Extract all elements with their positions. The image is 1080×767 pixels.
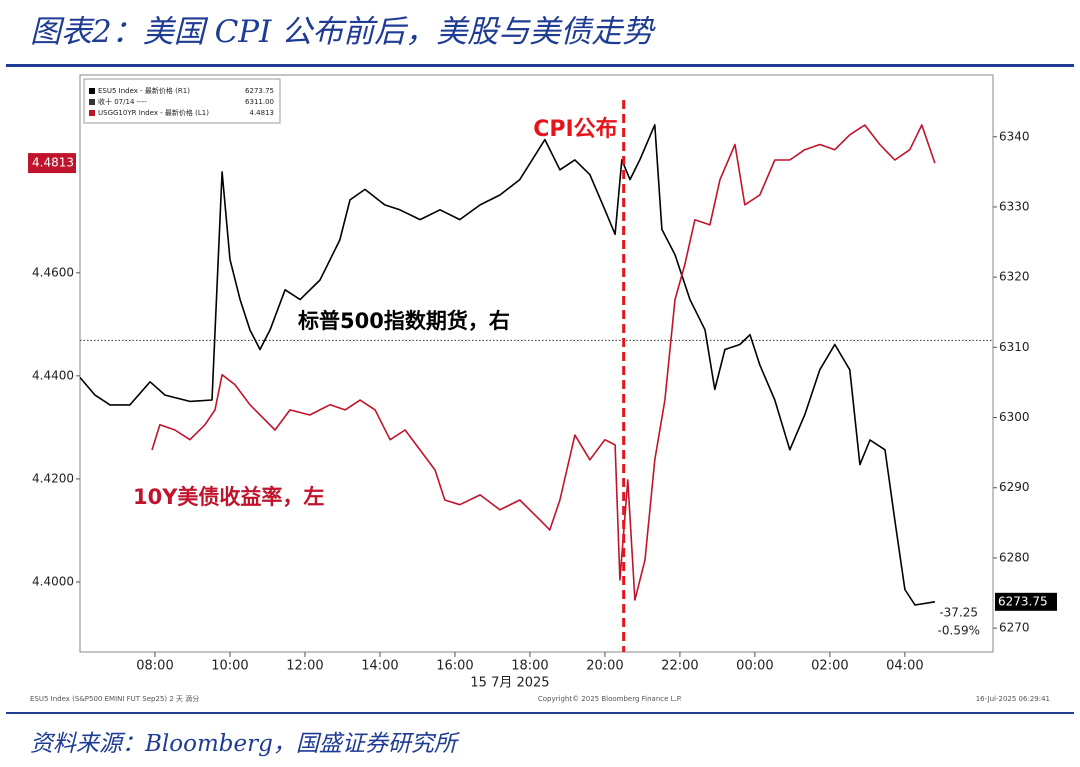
y2-tick-label: 6270 xyxy=(999,621,1030,635)
y2-tick-label: 6340 xyxy=(999,129,1030,143)
legend-box xyxy=(83,78,281,124)
annotation: 10Y美债收益率，左 xyxy=(133,485,324,509)
y2-tick-label: 6330 xyxy=(999,199,1030,213)
x-tick-label: 18:00 xyxy=(511,659,548,674)
legend-swatch xyxy=(89,110,95,116)
legend-label: USGG10YR Index - 最新价格 (L1) xyxy=(98,108,209,117)
legend-swatch xyxy=(89,99,95,105)
y-tick-label: 4.4400 xyxy=(32,368,74,382)
y2-tick-label: 6320 xyxy=(999,270,1030,284)
x-tick-label: 12:00 xyxy=(286,659,323,674)
footnote: ESU5 Index (S&P500 EMINI FUT Sep25) 2 天 … xyxy=(30,694,199,703)
series-line xyxy=(151,124,936,601)
x-tick-label: 10:00 xyxy=(211,659,248,674)
copyright: Copyright© 2025 Bloomberg Finance L.P. xyxy=(538,695,682,703)
last-value-tag xyxy=(28,153,76,174)
last-value-label: 4.4813 xyxy=(32,156,74,170)
legend-swatch xyxy=(89,88,95,94)
bottom-rule xyxy=(6,712,1074,714)
last-value-tag xyxy=(995,592,1057,611)
x-tick-label: 22:00 xyxy=(661,659,698,674)
x-tick-label: 08:00 xyxy=(136,659,173,674)
series-line xyxy=(79,124,936,606)
y-tick-label: 4.4600 xyxy=(32,265,74,279)
y2-tick-label: 6290 xyxy=(999,480,1030,494)
x-date-label: 15 7月 2025 xyxy=(470,676,549,691)
x-tick-label: 14:00 xyxy=(361,659,398,674)
legend-label: ESU5 Index - 最新价格 (R1) xyxy=(98,86,190,95)
legend-label: 收十 07/14 ---- xyxy=(98,97,147,106)
footnote: 16-Jul-2025 06:29:41 xyxy=(976,695,1050,703)
source: 资料来源：Bloomberg，国盛证券研究所 xyxy=(30,731,457,757)
y2-tick-label: 6280 xyxy=(999,550,1030,564)
event-label: CPI公布 xyxy=(533,116,617,142)
y-tick-label: 4.4000 xyxy=(32,574,74,588)
last-value-label: 6273.75 xyxy=(998,594,1048,608)
x-tick-label: 20:00 xyxy=(586,659,623,674)
legend-value: 4.4813 xyxy=(250,109,275,117)
change-label: -37.25 xyxy=(939,605,978,619)
legend-value: 6311.00 xyxy=(245,98,274,106)
y-tick-label: 4.4200 xyxy=(32,471,74,485)
legend-value: 6273.75 xyxy=(245,87,274,95)
x-tick-label: 16:00 xyxy=(436,659,473,674)
plot-area xyxy=(79,74,994,653)
x-tick-label: 00:00 xyxy=(736,659,773,674)
change-label: -0.59% xyxy=(938,623,980,637)
top-rule xyxy=(6,64,1074,67)
x-tick-label: 02:00 xyxy=(811,659,848,674)
x-tick-label: 04:00 xyxy=(886,659,923,674)
y2-tick-label: 6310 xyxy=(999,340,1030,354)
page-title: 图表2：美国 CPI 公布前后，美股与美债走势 xyxy=(30,14,654,50)
y2-tick-label: 6300 xyxy=(999,410,1030,424)
annotation: 标普500指数期货，右 xyxy=(298,309,510,333)
